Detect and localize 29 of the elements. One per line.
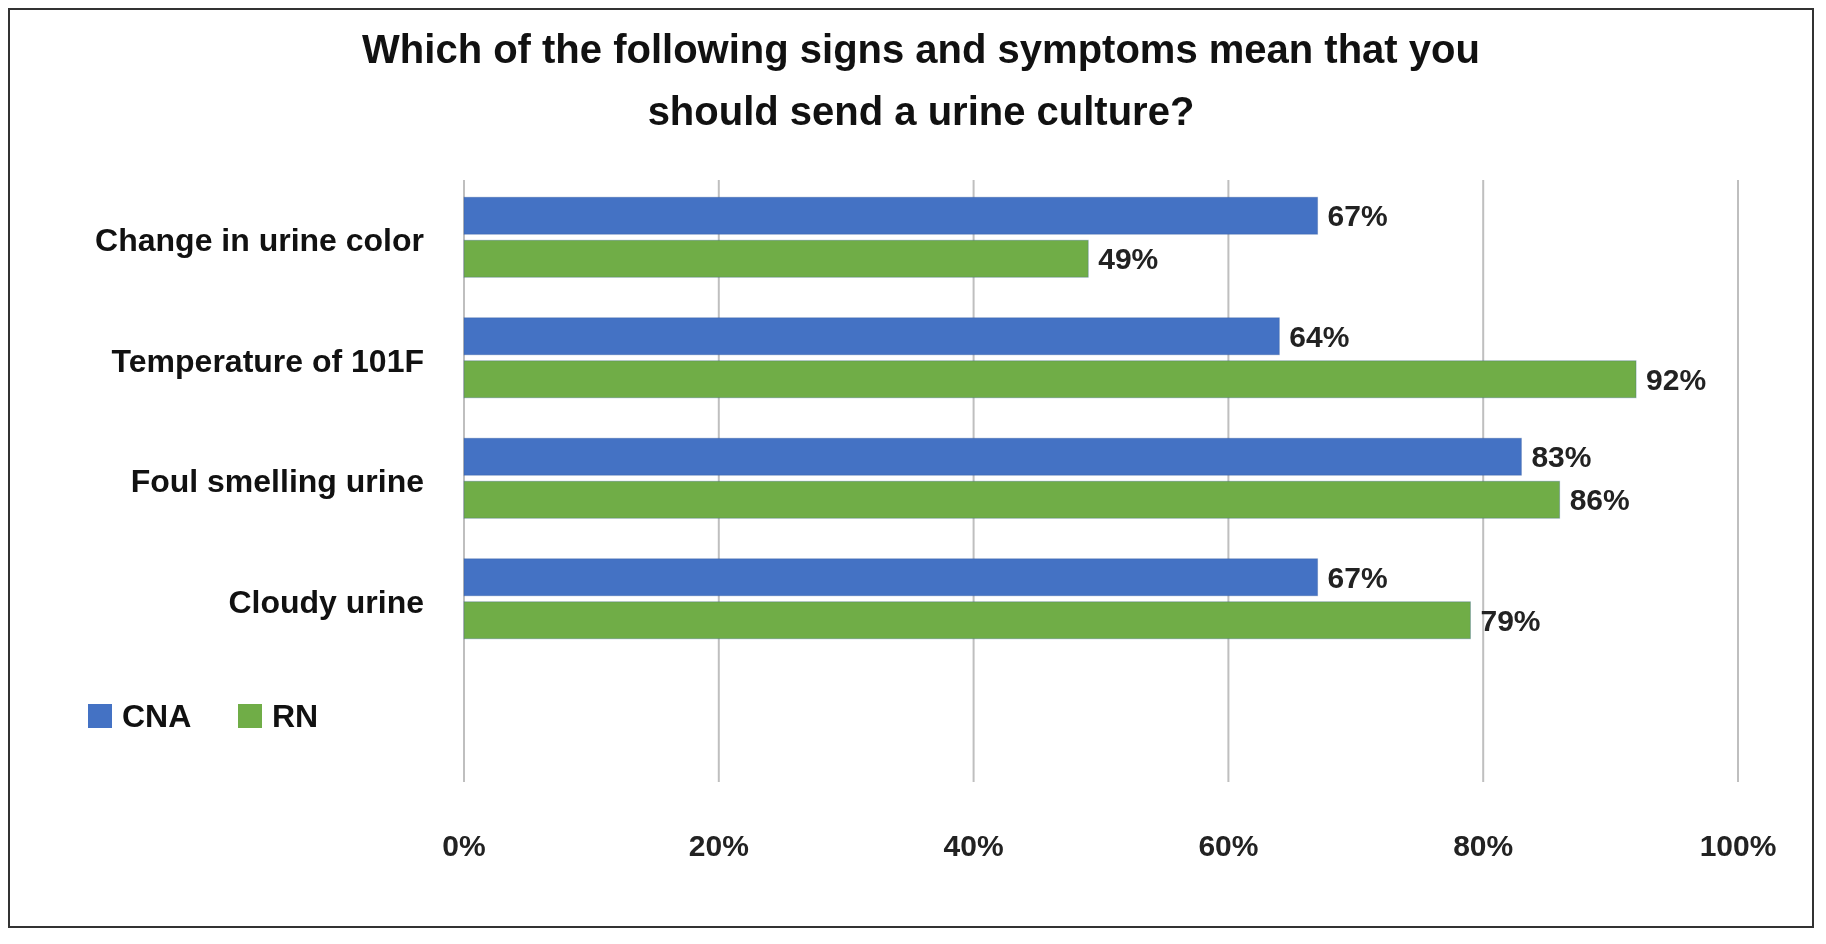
- bar: [463, 601, 1471, 640]
- data-label: 67%: [1327, 560, 1388, 594]
- x-tick-label: 100%: [1699, 829, 1777, 862]
- data-label: 83%: [1531, 440, 1592, 474]
- x-tick-label: 60%: [1198, 829, 1259, 862]
- legend-label: RN: [272, 698, 319, 735]
- bar: [463, 360, 1637, 399]
- bar: [463, 196, 1319, 235]
- bar: [463, 558, 1319, 597]
- data-label: 67%: [1327, 199, 1388, 233]
- data-label: 92%: [1646, 362, 1707, 396]
- bar: [463, 437, 1522, 476]
- x-tick-label: 0%: [442, 829, 486, 862]
- data-label: 49%: [1098, 242, 1159, 276]
- data-label: 79%: [1480, 603, 1541, 637]
- bar: [463, 239, 1089, 278]
- y-tick-label: Temperature of 101F: [111, 342, 424, 379]
- bar: [463, 480, 1561, 519]
- x-tick-label: 40%: [943, 829, 1004, 862]
- x-tick-label: 20%: [688, 829, 749, 862]
- x-tick-label: 80%: [1453, 829, 1514, 862]
- y-tick-label: Foul smelling urine: [130, 463, 424, 500]
- bar: [463, 317, 1280, 356]
- data-label: 64%: [1289, 319, 1350, 353]
- chart-title: Which of the following signs and symptoms mean that you should send a urine culture?: [362, 27, 1480, 133]
- y-tick-label: Change in urine color: [95, 222, 424, 259]
- y-tick-label: Cloudy urine: [228, 583, 424, 620]
- data-label: 86%: [1569, 483, 1630, 517]
- legend-label: CNA: [122, 698, 192, 735]
